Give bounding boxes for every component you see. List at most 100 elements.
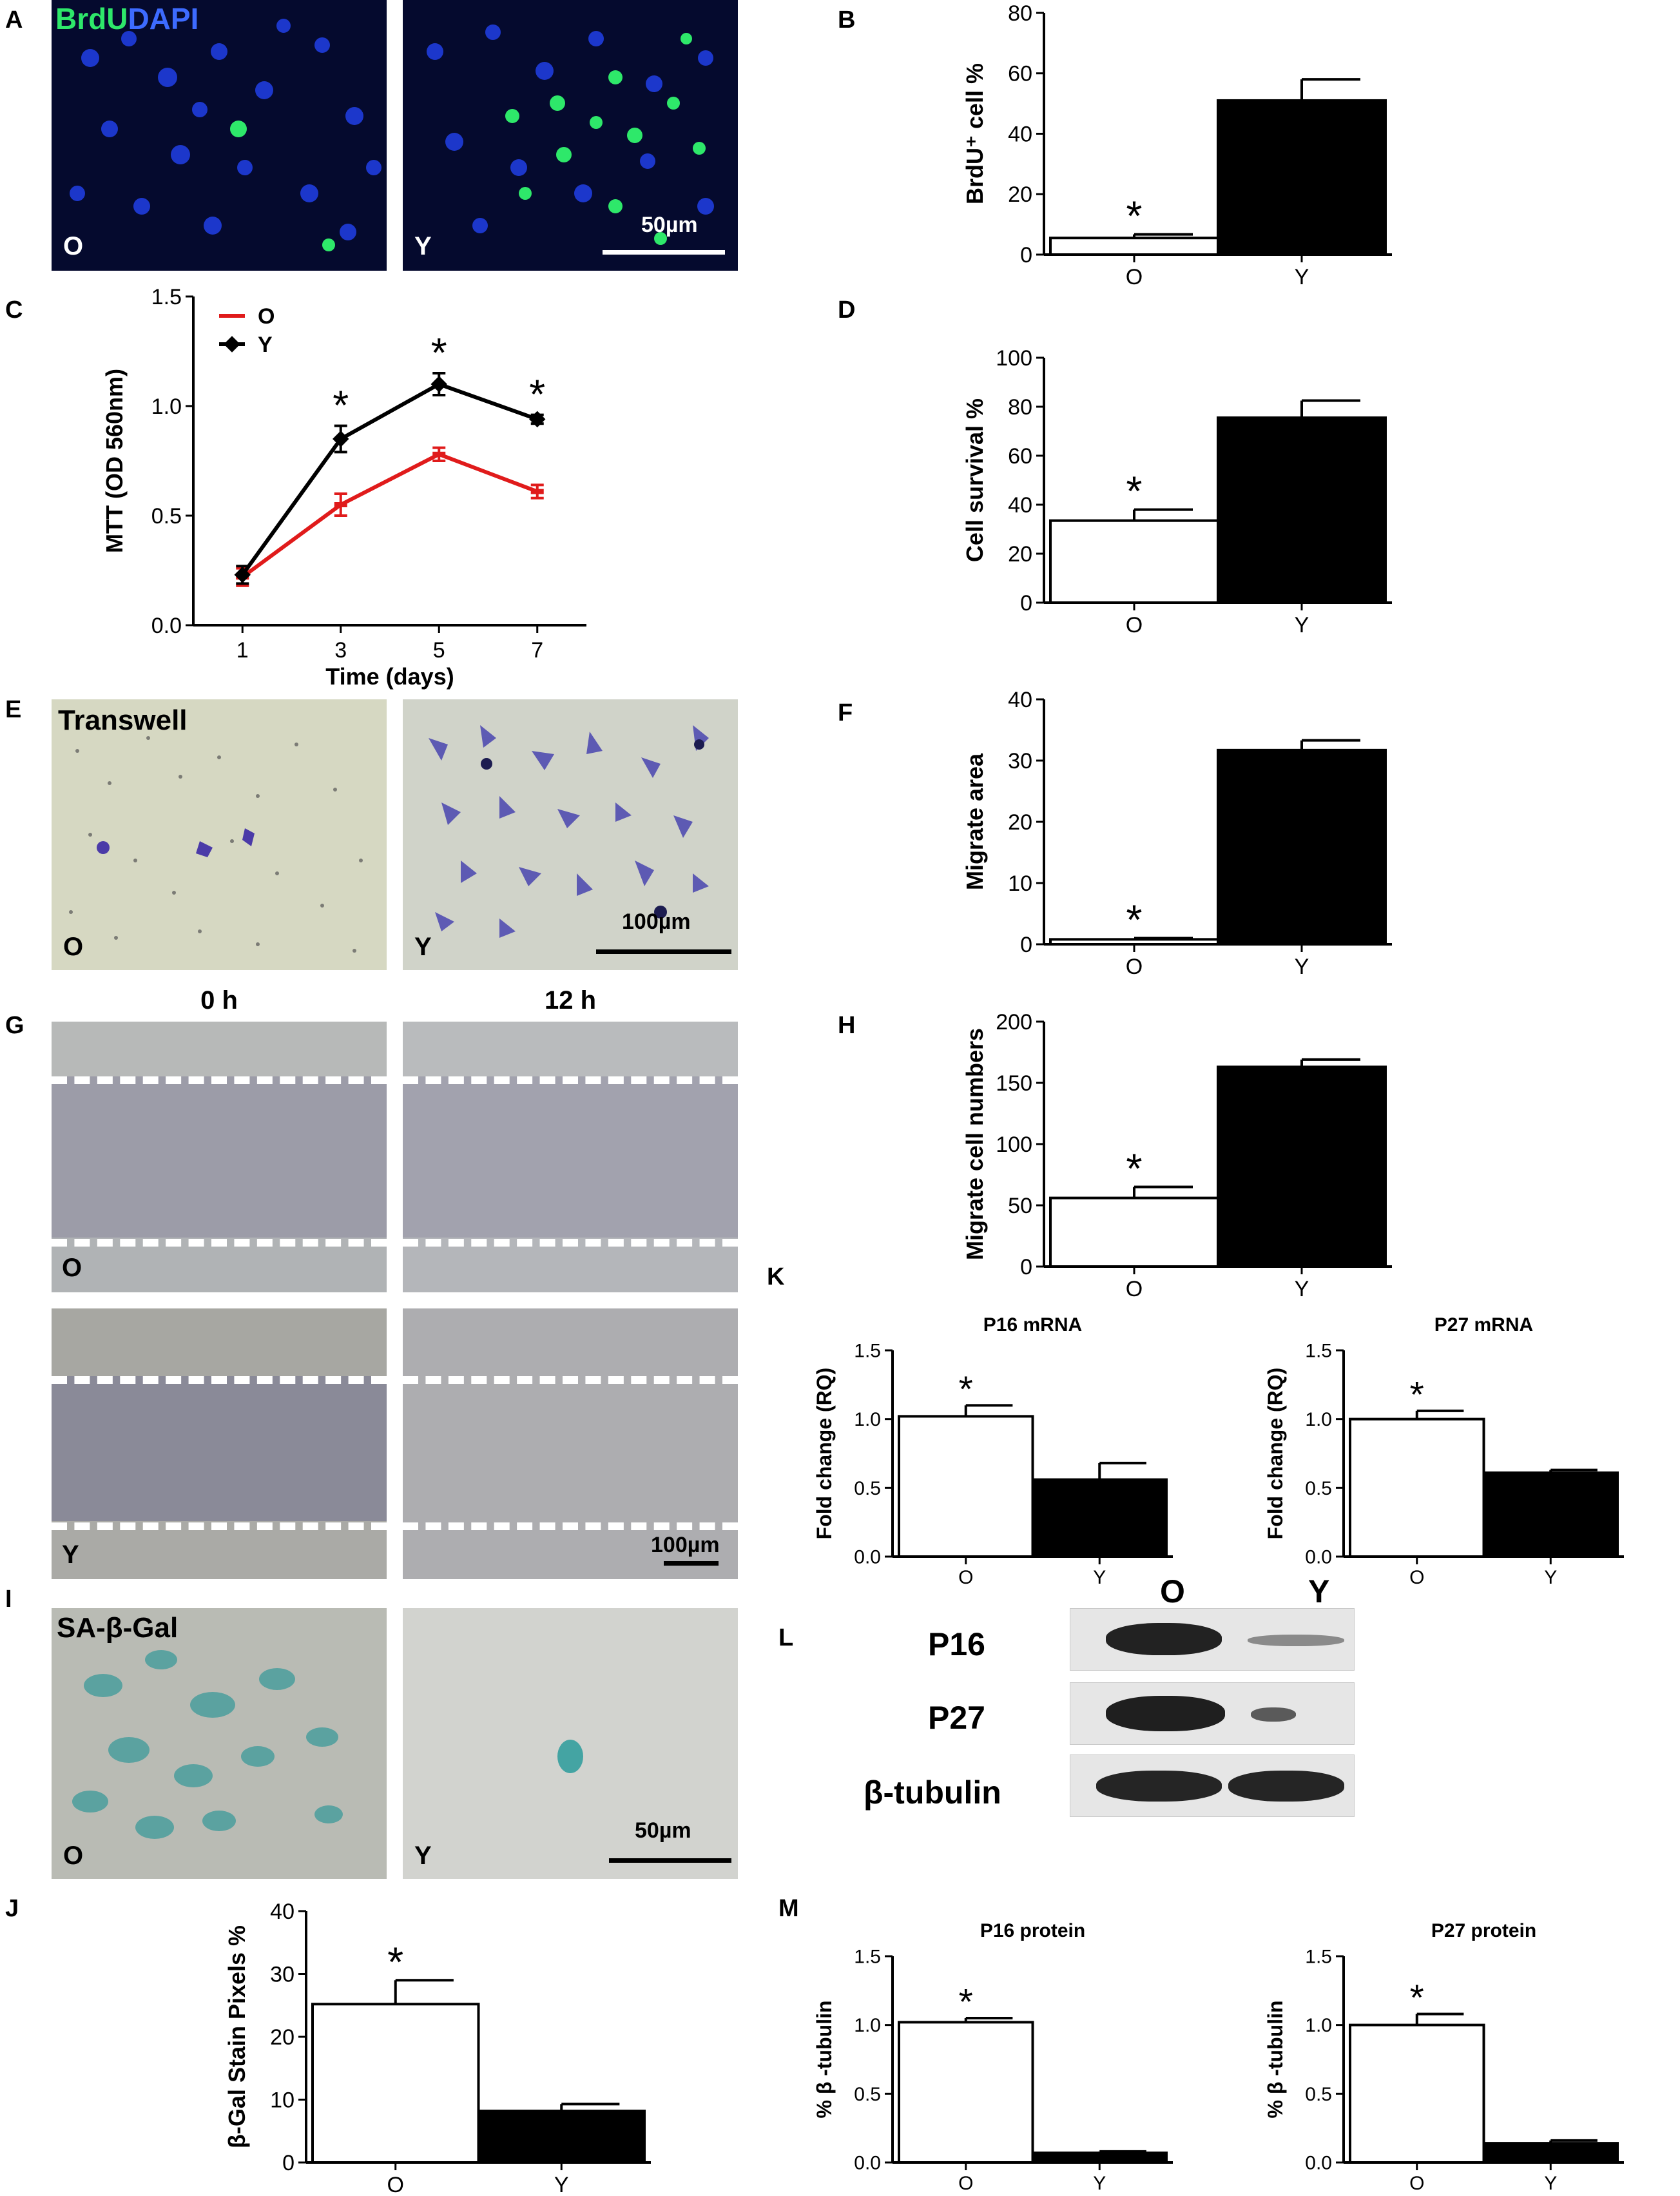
data-point-y <box>234 567 251 583</box>
y-tick-label: 1.0 <box>1305 1409 1332 1430</box>
y-axis-label: Migrate area <box>961 753 988 890</box>
sa-beta-gal-micrograph-young: Y 50µm <box>403 1608 738 1879</box>
y-tick-label: 20 <box>1008 182 1032 207</box>
significance-star: * <box>387 1939 403 1985</box>
y-tick-label: 80 <box>1008 395 1032 420</box>
y-axis-label: MTT (OD 560nm) <box>101 369 128 553</box>
y-tick-label: 1.0 <box>854 1409 881 1430</box>
band-young <box>1251 1707 1296 1722</box>
x-tick-label: 3 <box>334 638 347 663</box>
scratch-edge-bottom <box>403 1239 738 1247</box>
y-tick-label: 60 <box>1008 444 1032 469</box>
x-tick-label: O <box>1126 613 1143 637</box>
transwell-micrograph-young: Y 100µm <box>403 699 738 970</box>
scale-label: 50µm <box>635 1818 691 1843</box>
bar-o <box>1049 1196 1219 1268</box>
scratch-old-12h <box>403 1022 738 1292</box>
chart-h: 0 50 100 150 200 Migrate cell numbers * O Y <box>961 1010 1392 1301</box>
panel-letter-f: F <box>838 699 853 726</box>
y-tick-label: 0.5 <box>1305 2084 1332 2105</box>
panel-letter-h: H <box>838 1012 856 1039</box>
series-line-y <box>240 382 538 576</box>
y-axis-label: Cell survival % <box>961 398 988 562</box>
x-tick-label: Y <box>1544 1567 1557 1588</box>
label-old: O <box>63 1841 84 1870</box>
transwell-micrograph-old: Transwell O <box>52 699 387 970</box>
scratch-edge-bottom <box>403 1522 738 1530</box>
y-tick-label: 1.0 <box>854 2015 881 2036</box>
y-tick-label: 100 <box>996 346 1032 371</box>
stain-field-old <box>72 1650 343 1839</box>
panel-letter-b: B <box>838 6 856 34</box>
significance-star: * <box>333 382 349 429</box>
bar-y <box>1217 99 1387 256</box>
significance-star: * <box>1410 1977 1424 2019</box>
transwell-field-young <box>429 725 709 938</box>
x-tick-label: O <box>1409 2173 1424 2194</box>
scratch-young-0h: Y <box>52 1308 387 1579</box>
y-tick-label: 0.5 <box>854 1478 881 1499</box>
chart-title: P27 mRNA <box>1434 1314 1533 1336</box>
nuclei-field-old <box>70 19 381 251</box>
y-axis-label: Migrate cell numbers <box>961 1028 988 1260</box>
column-header-12h: 12 h <box>544 986 597 1015</box>
chart-title: P27 protein <box>1431 1920 1536 1941</box>
y-tick-label: 0 <box>1020 243 1032 267</box>
scratch-edge-bottom <box>52 1522 387 1530</box>
legend-marker <box>224 336 240 353</box>
bar-y <box>1031 1478 1168 1558</box>
transwell-field-old <box>69 736 363 953</box>
y-tick-label: 40 <box>1008 122 1032 146</box>
blot-strip-beta-tubulin <box>1070 1754 1355 1817</box>
sa-beta-gal-title: SA-β-Gal <box>57 1612 179 1644</box>
scratch-edge-top <box>403 1076 738 1084</box>
bar-y <box>477 2110 646 2164</box>
y-tick-label: 200 <box>996 1010 1032 1035</box>
x-tick-label: O <box>1126 955 1143 979</box>
y-tick-label: 0.0 <box>151 614 182 638</box>
blot-row-p27: P27 <box>928 1700 985 1736</box>
y-tick-label: 1.0 <box>1305 2015 1332 2036</box>
y-tick-label: 30 <box>270 1962 294 1987</box>
y-tick-label: 1.5 <box>854 1947 881 1968</box>
blot-column-old: O <box>1160 1573 1185 1609</box>
significance-star: * <box>529 371 545 418</box>
panel-letter-k: K <box>767 1263 785 1290</box>
significance-star: * <box>959 1368 973 1410</box>
chart-f: 0 10 20 30 40 Migrate area * O Y <box>961 688 1392 979</box>
x-tick-label: O <box>1126 265 1143 289</box>
y-axis-label: % β -tubulin <box>813 2000 836 2118</box>
label-young: Y <box>414 232 432 260</box>
band-young <box>1228 1771 1344 1802</box>
y-tick-label: 0.0 <box>854 1547 881 1568</box>
bar-o <box>898 1415 1034 1558</box>
data-point-y <box>430 376 447 393</box>
y-tick-label: 1.5 <box>151 285 182 309</box>
x-tick-label: Y <box>1295 1277 1309 1301</box>
panel-letter-a: A <box>5 6 23 34</box>
bar-y <box>1217 748 1387 946</box>
y-axis-label: % β -tubulin <box>1264 2000 1287 2118</box>
legend-label-y: Y <box>258 333 273 357</box>
y-tick-label: 150 <box>996 1071 1032 1096</box>
bar-y <box>1217 1065 1387 1268</box>
transwell-title: Transwell <box>58 704 188 736</box>
label-young: Y <box>414 1841 432 1870</box>
y-tick-label: 20 <box>1008 542 1032 567</box>
data-point-o <box>530 489 544 494</box>
label-old: O <box>62 1254 82 1282</box>
bar-y <box>1217 416 1387 604</box>
bar-y <box>1031 2152 1168 2164</box>
label-old: O <box>63 933 84 961</box>
significance-star: * <box>1410 1374 1424 1415</box>
x-tick-label: 7 <box>531 638 543 663</box>
data-point-o <box>334 502 347 507</box>
legend-label-o: O <box>258 304 275 329</box>
x-tick-label: Y <box>1093 1567 1106 1588</box>
panel-letter-j: J <box>5 1895 19 1922</box>
bar-y <box>1482 2142 1619 2164</box>
significance-star: * <box>1126 1146 1142 1192</box>
x-tick-label: O <box>1126 1277 1143 1301</box>
bar-o <box>898 2021 1034 2164</box>
scratch-young-12h: 100µm <box>403 1308 738 1579</box>
